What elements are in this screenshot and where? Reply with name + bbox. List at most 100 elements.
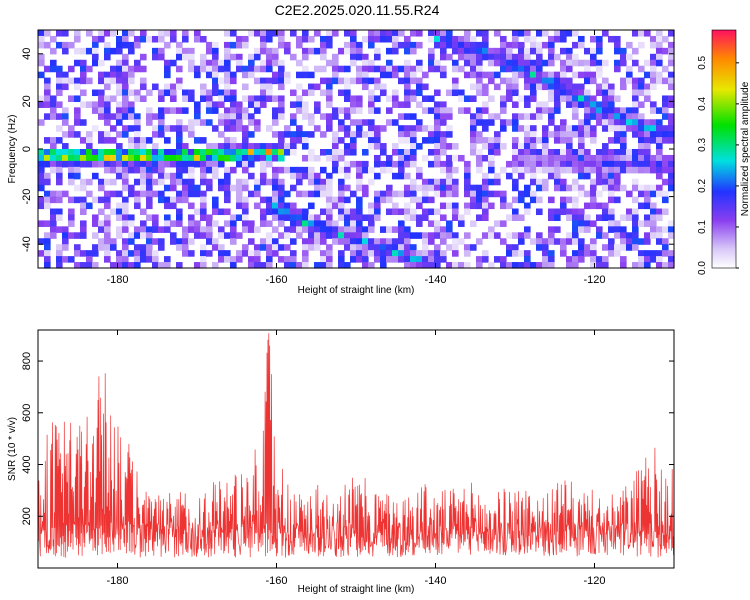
heatmap-cell: [266, 95, 273, 102]
heatmap-cell: [614, 149, 621, 156]
heatmap-cell: [632, 59, 639, 67]
heatmap-cell: [158, 89, 165, 97]
heatmap-cell: [254, 202, 261, 210]
heatmap-cell: [464, 250, 471, 257]
heatmap-cell: [584, 89, 591, 97]
heatmap-cell: [128, 214, 135, 221]
heatmap-cell: [398, 137, 405, 144]
heatmap-cell: [584, 77, 591, 85]
heatmap-cell: [50, 143, 57, 150]
heatmap-cell: [554, 178, 561, 186]
heatmap-cell: [200, 244, 207, 251]
heatmap-cell: [272, 107, 279, 114]
heatmap-cell: [608, 101, 615, 108]
heatmap-cell: [470, 196, 477, 204]
heatmap-cell: [104, 107, 111, 114]
heatmap-cell: [428, 53, 435, 61]
heatmap-cell: [278, 137, 285, 144]
heatmap-cell: [272, 113, 279, 120]
heatmap-cell: [206, 65, 213, 73]
heatmap-cell: [614, 232, 621, 239]
heatmap-cell: [242, 71, 249, 79]
heatmap-cell: [422, 190, 429, 198]
heatmap-cell: [248, 172, 255, 180]
heatmap-cell: [314, 107, 321, 114]
heatmap-cell: [530, 149, 537, 156]
heatmap-cell: [350, 143, 357, 150]
heatmap-cell: [524, 190, 531, 198]
heatmap-cell: [374, 95, 381, 102]
heatmap-cell: [122, 250, 129, 257]
heatmap-cell: [128, 30, 135, 37]
heatmap-cell: [374, 172, 381, 180]
heatmap-cell: [434, 107, 441, 114]
heatmap-cell: [638, 137, 645, 144]
heatmap-cell: [44, 83, 51, 91]
heatmap-cell: [506, 232, 513, 239]
heatmap-cell: [374, 154, 381, 162]
heatmap-cell: [242, 113, 249, 120]
heatmap-cell: [260, 166, 267, 174]
heatmap-cell: [410, 232, 417, 239]
heatmap-cell: [224, 250, 231, 257]
heatmap-cell: [74, 59, 81, 67]
heatmap-cell: [650, 107, 657, 114]
heatmap-cell: [212, 149, 219, 156]
heatmap-cell: [278, 59, 285, 67]
heatmap-cell: [614, 125, 621, 132]
heatmap-cell: [554, 71, 561, 79]
heatmap-cell: [428, 30, 435, 37]
heatmap-cell: [98, 149, 105, 156]
heatmap-cell: [524, 65, 531, 73]
heatmap-cell: [344, 226, 351, 233]
heatmap-cell: [668, 125, 675, 132]
heatmap-cell: [596, 256, 603, 263]
heatmap-cell: [548, 59, 555, 67]
heatmap-cell: [506, 47, 513, 55]
heatmap-cell: [50, 160, 57, 168]
heatmap-cell: [578, 238, 585, 245]
heatmap-cell: [650, 59, 657, 67]
heatmap-cell: [566, 77, 573, 85]
heatmap-cell: [638, 101, 645, 108]
heatmap-cell: [392, 95, 399, 102]
heatmap-cell: [146, 190, 153, 198]
heatmap-cell: [512, 178, 519, 186]
heatmap-cell: [134, 160, 141, 168]
heatmap-cell: [650, 154, 657, 162]
heatmap-cell: [152, 83, 159, 91]
heatmap-cell: [464, 178, 471, 186]
heatmap-cell: [194, 71, 201, 79]
heatmap-cell: [38, 184, 45, 192]
heatmap-cell: [134, 196, 141, 204]
heatmap-cell: [194, 262, 201, 269]
heatmap-cell: [290, 172, 297, 180]
heatmap-cell: [608, 89, 615, 97]
heatmap-cell: [200, 95, 207, 102]
heatmap-cell: [362, 160, 369, 168]
heatmap-cell: [530, 77, 537, 85]
heatmap-cell: [146, 119, 153, 126]
heatmap-cell: [230, 30, 237, 37]
heatmap-cell: [44, 89, 51, 97]
heatmap-cell: [608, 166, 615, 174]
heatmap-cell: [248, 95, 255, 102]
heatmap-cell: [530, 160, 537, 168]
heatmap-cell: [374, 125, 381, 132]
heatmap-cell: [170, 35, 177, 43]
heatmap-cell: [380, 244, 387, 251]
heatmap-cell: [350, 131, 357, 138]
heatmap-cell: [404, 89, 411, 97]
heatmap-cell: [92, 53, 99, 61]
heatmap-cell: [410, 190, 417, 198]
heatmap-cell: [404, 149, 411, 156]
heatmap-cell: [590, 101, 597, 108]
heatmap-cell: [182, 196, 189, 204]
heatmap-cell: [536, 196, 543, 204]
heatmap-cell: [116, 131, 123, 138]
heatmap-cell: [98, 208, 105, 216]
heatmap-cell: [188, 119, 195, 126]
heatmap-cell: [98, 95, 105, 102]
